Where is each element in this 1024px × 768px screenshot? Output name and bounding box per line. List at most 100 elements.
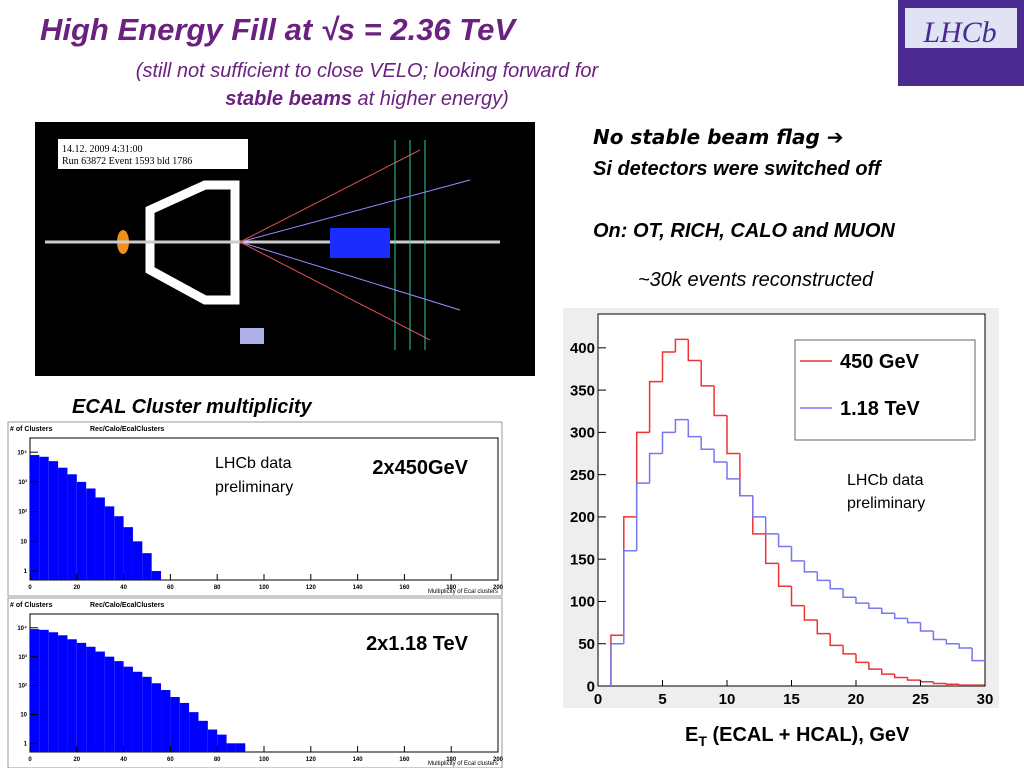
step bbox=[687, 419, 702, 438]
x-tick-label: 160 bbox=[399, 585, 410, 591]
y-tick-label: 10 bbox=[20, 539, 27, 545]
y-tick-label: 10 bbox=[20, 713, 27, 719]
x-tick-label: 40 bbox=[120, 585, 127, 591]
hist-bar bbox=[95, 651, 105, 752]
y-tick-label: 10³ bbox=[18, 654, 27, 661]
hist-bar bbox=[76, 481, 87, 580]
step bbox=[945, 639, 960, 645]
hist-bar bbox=[86, 646, 96, 752]
x-tick-label: 160 bbox=[399, 757, 410, 763]
step bbox=[971, 647, 985, 662]
hist-bar bbox=[76, 642, 87, 752]
hist-bar bbox=[58, 635, 68, 752]
step bbox=[687, 339, 702, 362]
step bbox=[855, 653, 869, 664]
step bbox=[893, 674, 908, 679]
hist-bar bbox=[114, 516, 124, 580]
x-tick-label: 20 bbox=[848, 691, 865, 708]
y-tick-label: 1 bbox=[24, 741, 28, 747]
hist-header: # of Clusters bbox=[10, 602, 53, 609]
y-tick-label: 10⁴ bbox=[17, 450, 27, 456]
hist-bar bbox=[58, 467, 68, 580]
x-tick-label: 140 bbox=[353, 757, 364, 763]
step bbox=[842, 588, 856, 598]
x-tick-label: 180 bbox=[446, 757, 457, 763]
y-tick-label: 50 bbox=[578, 636, 595, 653]
x-tick-label: 200 bbox=[493, 757, 504, 763]
step bbox=[881, 608, 895, 615]
step bbox=[958, 684, 973, 686]
x-tick-label: 30 bbox=[977, 691, 994, 708]
step bbox=[648, 380, 663, 433]
step bbox=[932, 681, 947, 685]
hist-header-path: Rec/Calo/EcalClusters bbox=[90, 602, 164, 609]
note: ~30k events reconstructed bbox=[638, 269, 874, 291]
x-tick-label: 0 bbox=[28, 757, 32, 763]
x-tick-label: 100 bbox=[259, 585, 270, 591]
hist-bar bbox=[114, 661, 124, 752]
annotation: preliminary bbox=[847, 495, 925, 512]
y-tick-label: 10³ bbox=[18, 479, 27, 486]
step bbox=[829, 633, 844, 647]
x-tick-label: 80 bbox=[214, 757, 221, 763]
xlabel-rest: (ECAL + HCAL), GeV bbox=[707, 724, 910, 746]
annotation: LHCb data bbox=[847, 472, 924, 489]
x-tick-label: 0 bbox=[28, 585, 32, 591]
y-tick-label: 200 bbox=[570, 509, 595, 526]
calo-hits bbox=[330, 228, 390, 258]
subtitle: stable beams at higher energy) bbox=[225, 88, 509, 110]
track bbox=[239, 179, 471, 243]
hist-bar bbox=[189, 712, 199, 752]
x-tick-label: 140 bbox=[353, 585, 364, 591]
info-text: 14.12. 2009 4:31:00 bbox=[62, 144, 143, 155]
step bbox=[674, 418, 689, 433]
hist-bar bbox=[217, 734, 227, 752]
step bbox=[635, 482, 650, 551]
hist-bar bbox=[67, 474, 77, 580]
xlabel-main: E bbox=[685, 724, 698, 746]
x-tick-label: 20 bbox=[73, 757, 80, 763]
hist-bar bbox=[142, 553, 152, 580]
x-tick-label: 25 bbox=[912, 691, 929, 708]
step bbox=[855, 597, 869, 604]
step bbox=[726, 415, 740, 455]
step bbox=[958, 643, 973, 649]
hist-header-path: Rec/Calo/EcalClusters bbox=[90, 426, 164, 433]
hist-bar bbox=[67, 639, 77, 752]
step bbox=[661, 351, 676, 382]
hist-label: 2x450GeV bbox=[372, 457, 468, 479]
hist-bar bbox=[104, 506, 115, 580]
et-xlabel: ET (ECAL + HCAL), GeV bbox=[685, 724, 910, 749]
step bbox=[700, 360, 715, 387]
step bbox=[945, 683, 960, 686]
hist-bar bbox=[151, 683, 162, 752]
x-tick-label: 60 bbox=[167, 757, 174, 763]
x-tick-label: 180 bbox=[446, 585, 457, 591]
hist-bar bbox=[123, 666, 133, 752]
hist-bar bbox=[48, 461, 59, 580]
step bbox=[881, 669, 895, 675]
step bbox=[829, 580, 844, 590]
hist-bar bbox=[198, 720, 208, 752]
y-tick-label: 0 bbox=[587, 678, 595, 695]
title: High Energy Fill at √s = 2.36 TeV bbox=[40, 12, 517, 47]
step bbox=[713, 385, 727, 417]
detector-shape bbox=[145, 180, 240, 305]
step bbox=[842, 645, 856, 655]
y-tick-label: 10⁴ bbox=[17, 626, 27, 632]
hist-bar bbox=[39, 629, 49, 752]
hist-bar bbox=[39, 456, 49, 580]
y-tick-label: 10² bbox=[18, 683, 27, 690]
hist-bar bbox=[207, 729, 218, 752]
track bbox=[239, 149, 421, 243]
hist-bar bbox=[226, 743, 236, 752]
step bbox=[713, 449, 727, 463]
step bbox=[906, 677, 921, 681]
annotation: preliminary bbox=[215, 479, 293, 496]
y-tick-label: 250 bbox=[570, 467, 595, 484]
note: On: OT, RICH, CALO and MUON bbox=[593, 220, 895, 242]
step bbox=[623, 549, 637, 644]
y-tick-label: 300 bbox=[570, 425, 595, 442]
hist-bar bbox=[30, 455, 40, 580]
